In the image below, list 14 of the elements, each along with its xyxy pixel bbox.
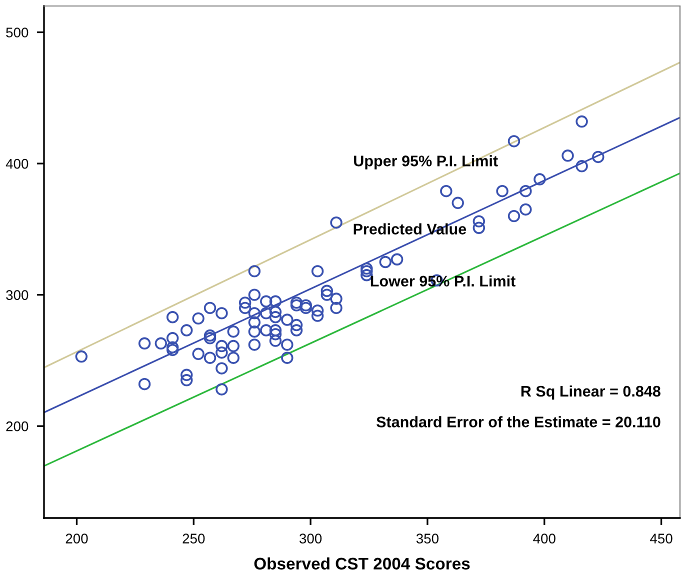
x-tick-label: 300 (300, 534, 322, 544)
x-tick-label: 200 (66, 534, 88, 544)
x-axis-title: Observed CST 2004 Scores (254, 557, 470, 570)
x-tick-label: 400 (533, 534, 556, 544)
x-tick-label: 250 (182, 534, 205, 544)
y-tick-label: 400 (6, 158, 28, 169)
x-tick-label: 450 (650, 534, 672, 544)
y-tick-label: 200 (6, 421, 28, 432)
annotation: R Sq Linear = 0.848 (521, 385, 660, 400)
x-tick-label: 350 (416, 534, 439, 544)
y-tick-label: 300 (6, 290, 28, 300)
annotation: Standard Error of the Estimate = 20.110 (376, 416, 660, 428)
series-label: Upper 95% P.I. Limit (354, 155, 498, 170)
y-tick-label: 500 (6, 28, 28, 38)
